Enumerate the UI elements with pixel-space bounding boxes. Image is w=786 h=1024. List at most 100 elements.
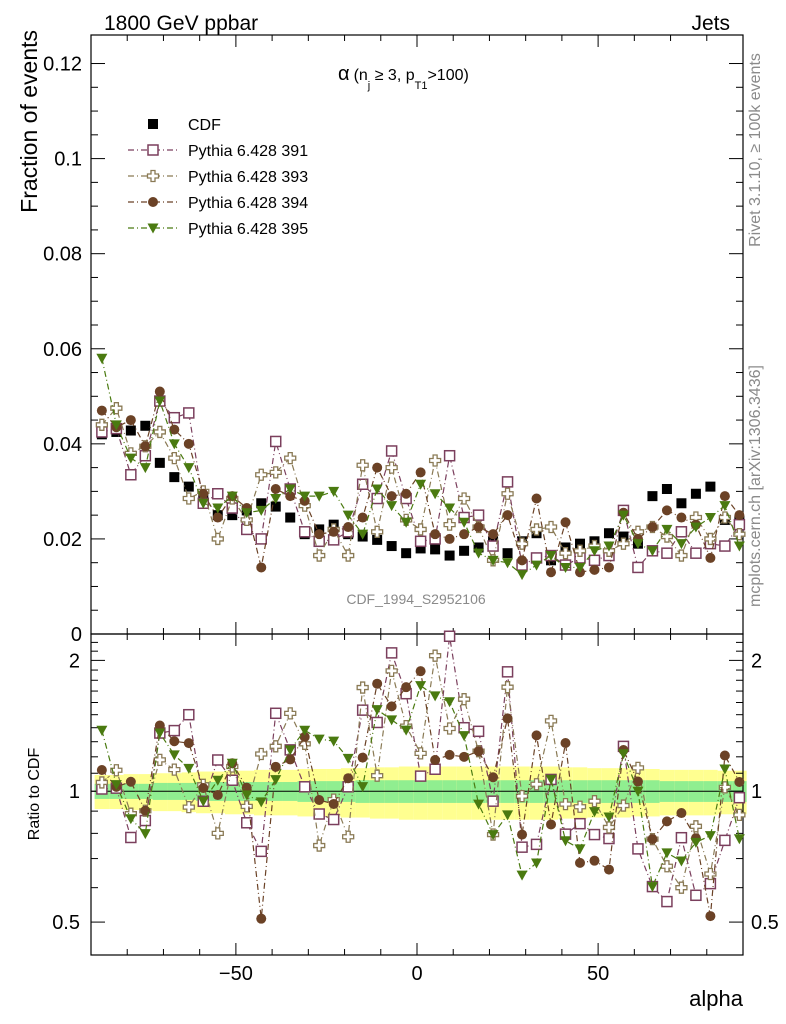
data-point-cdf	[227, 510, 238, 521]
ratio-point-pythia-6-428-395	[357, 782, 369, 793]
data-point-pythia-6-428-395	[154, 396, 166, 407]
ratio-point-pythia-6-428-393	[530, 778, 543, 791]
data-point-pythia-6-428-395	[270, 494, 282, 505]
data-point-pythia-6-428-394	[212, 512, 223, 523]
data-point-pythia-6-428-391	[125, 468, 137, 481]
data-point-pythia-6-428-395	[357, 529, 369, 540]
data-point-pythia-6-428-395	[588, 546, 600, 557]
data-point-pythia-6-428-395	[183, 463, 195, 474]
data-point-pythia-6-428-395	[444, 503, 456, 514]
ratio-point-pythia-6-428-393	[660, 860, 674, 873]
data-point-pythia-6-428-394	[589, 564, 600, 575]
data-point-cdf	[661, 484, 672, 495]
data-point-pythia-6-428-393	[675, 549, 688, 562]
data-point-pythia-6-428-393	[457, 492, 471, 505]
ratio-point-pythia-6-428-394	[705, 911, 716, 922]
ratio-point-pythia-6-428-394	[517, 829, 528, 840]
data-point-pythia-6-428-395	[516, 570, 528, 581]
ratio-point-pythia-6-428-393	[182, 800, 195, 814]
ratio-point-pythia-6-428-393	[428, 649, 442, 662]
header-right: Jets	[691, 12, 730, 35]
data-point-pythia-6-428-395	[502, 558, 514, 569]
ratio-point-pythia-6-428-391	[472, 725, 485, 738]
ratio-point-pythia-6-428-395	[96, 725, 108, 736]
data-point-pythia-6-428-391	[298, 526, 311, 538]
ratio-point-pythia-6-428-394	[154, 720, 165, 731]
data-point-cdf	[140, 420, 151, 431]
data-point-pythia-6-428-395	[733, 541, 745, 552]
data-point-pythia-6-428-391	[472, 509, 485, 521]
data-point-pythia-6-428-394	[343, 522, 354, 533]
title-open: (n	[354, 67, 368, 84]
data-point-pythia-6-428-394	[328, 526, 339, 537]
ratio-point-pythia-6-428-391	[530, 838, 543, 851]
data-point-pythia-6-428-394	[169, 424, 180, 435]
data-point-pythia-6-428-391	[212, 488, 224, 500]
data-point-cdf	[575, 538, 585, 549]
ratio-point-pythia-6-428-391	[342, 781, 354, 793]
ratio-point-pythia-6-428-393	[617, 799, 630, 812]
ratio-point-pythia-6-428-395	[255, 797, 267, 808]
ratio-point-pythia-6-428-393	[211, 827, 224, 840]
ratio-point-pythia-6-428-394	[589, 855, 600, 866]
ratio-point-pythia-6-428-394	[734, 776, 745, 787]
data-point-pythia-6-428-391	[690, 547, 702, 559]
ratio-point-pythia-6-428-394	[531, 730, 542, 741]
ratio-point-pythia-6-428-395	[125, 814, 137, 825]
x-axis-label: alpha	[689, 986, 744, 1011]
ratio-point-pythia-6-428-394	[198, 783, 209, 794]
data-point-pythia-6-428-391	[487, 540, 499, 552]
data-point-pythia-6-428-395	[299, 491, 311, 502]
data-point-pythia-6-428-395	[197, 498, 209, 509]
data-point-pythia-6-428-393	[313, 549, 326, 562]
data-point-pythia-6-428-395	[719, 501, 731, 512]
ratio-point-pythia-6-428-394	[183, 738, 194, 749]
ratio-point-pythia-6-428-394	[502, 713, 513, 724]
plot-title: α (nj ≥ 3, pT1>100)	[338, 63, 469, 92]
data-point-pythia-6-428-393	[718, 511, 732, 524]
ratio-point-pythia-6-428-395	[429, 691, 441, 702]
data-point-cdf	[444, 550, 455, 561]
data-point-cdf	[647, 491, 658, 502]
data-point-pythia-6-428-395	[371, 484, 383, 495]
data-point-pythia-6-428-395	[487, 555, 499, 566]
ratio-point-pythia-6-428-394	[546, 819, 557, 830]
data-point-pythia-6-428-391	[501, 476, 514, 488]
ratio-point-pythia-6-428-395	[719, 764, 731, 775]
data-point-pythia-6-428-395	[415, 479, 427, 490]
data-point-cdf	[183, 481, 194, 492]
ratio-panel-series	[95, 630, 746, 924]
legend-label: Pythia 6.428 391	[188, 143, 308, 160]
ratio-point-pythia-6-428-394	[357, 752, 368, 763]
data-point-pythia-6-428-395	[675, 539, 687, 550]
y-tick-label-bottom: 2	[69, 650, 80, 672]
ratio-point-pythia-6-428-391	[168, 724, 181, 737]
data-point-pythia-6-428-395	[168, 439, 180, 450]
ratio-point-pythia-6-428-393	[284, 707, 297, 720]
data-point-pythia-6-428-393	[428, 454, 442, 467]
data-point-pythia-6-428-395	[226, 491, 238, 502]
ratio-point-pythia-6-428-394	[632, 776, 643, 787]
data-point-pythia-6-428-394	[676, 512, 687, 523]
data-point-cdf	[256, 498, 267, 509]
data-point-pythia-6-428-395	[386, 501, 398, 512]
ratio-point-pythia-6-428-393	[457, 693, 471, 706]
ratio-point-pythia-6-428-391	[269, 707, 282, 720]
data-point-pythia-6-428-391	[255, 533, 267, 545]
ratio-point-pythia-6-428-393	[269, 740, 282, 753]
data-point-cdf	[169, 472, 180, 483]
ratio-point-pythia-6-428-394	[270, 761, 281, 772]
data-point-pythia-6-428-393	[704, 532, 717, 546]
ratio-point-pythia-6-428-395	[400, 725, 412, 736]
ratio-point-pythia-6-428-393	[704, 867, 717, 881]
data-point-pythia-6-428-393	[544, 520, 558, 534]
ratio-point-pythia-6-428-395	[661, 848, 673, 859]
ratio-point-pythia-6-428-394	[676, 808, 687, 819]
ratio-point-pythia-6-428-395	[444, 697, 456, 708]
ratio-point-pythia-6-428-395	[617, 749, 629, 760]
ratio-point-pythia-6-428-395	[646, 882, 658, 893]
ratio-point-pythia-6-428-395	[270, 775, 282, 786]
legend-marker	[147, 223, 159, 234]
data-point-pythia-6-428-395	[284, 484, 296, 495]
ratio-point-pythia-6-428-395	[545, 774, 557, 785]
